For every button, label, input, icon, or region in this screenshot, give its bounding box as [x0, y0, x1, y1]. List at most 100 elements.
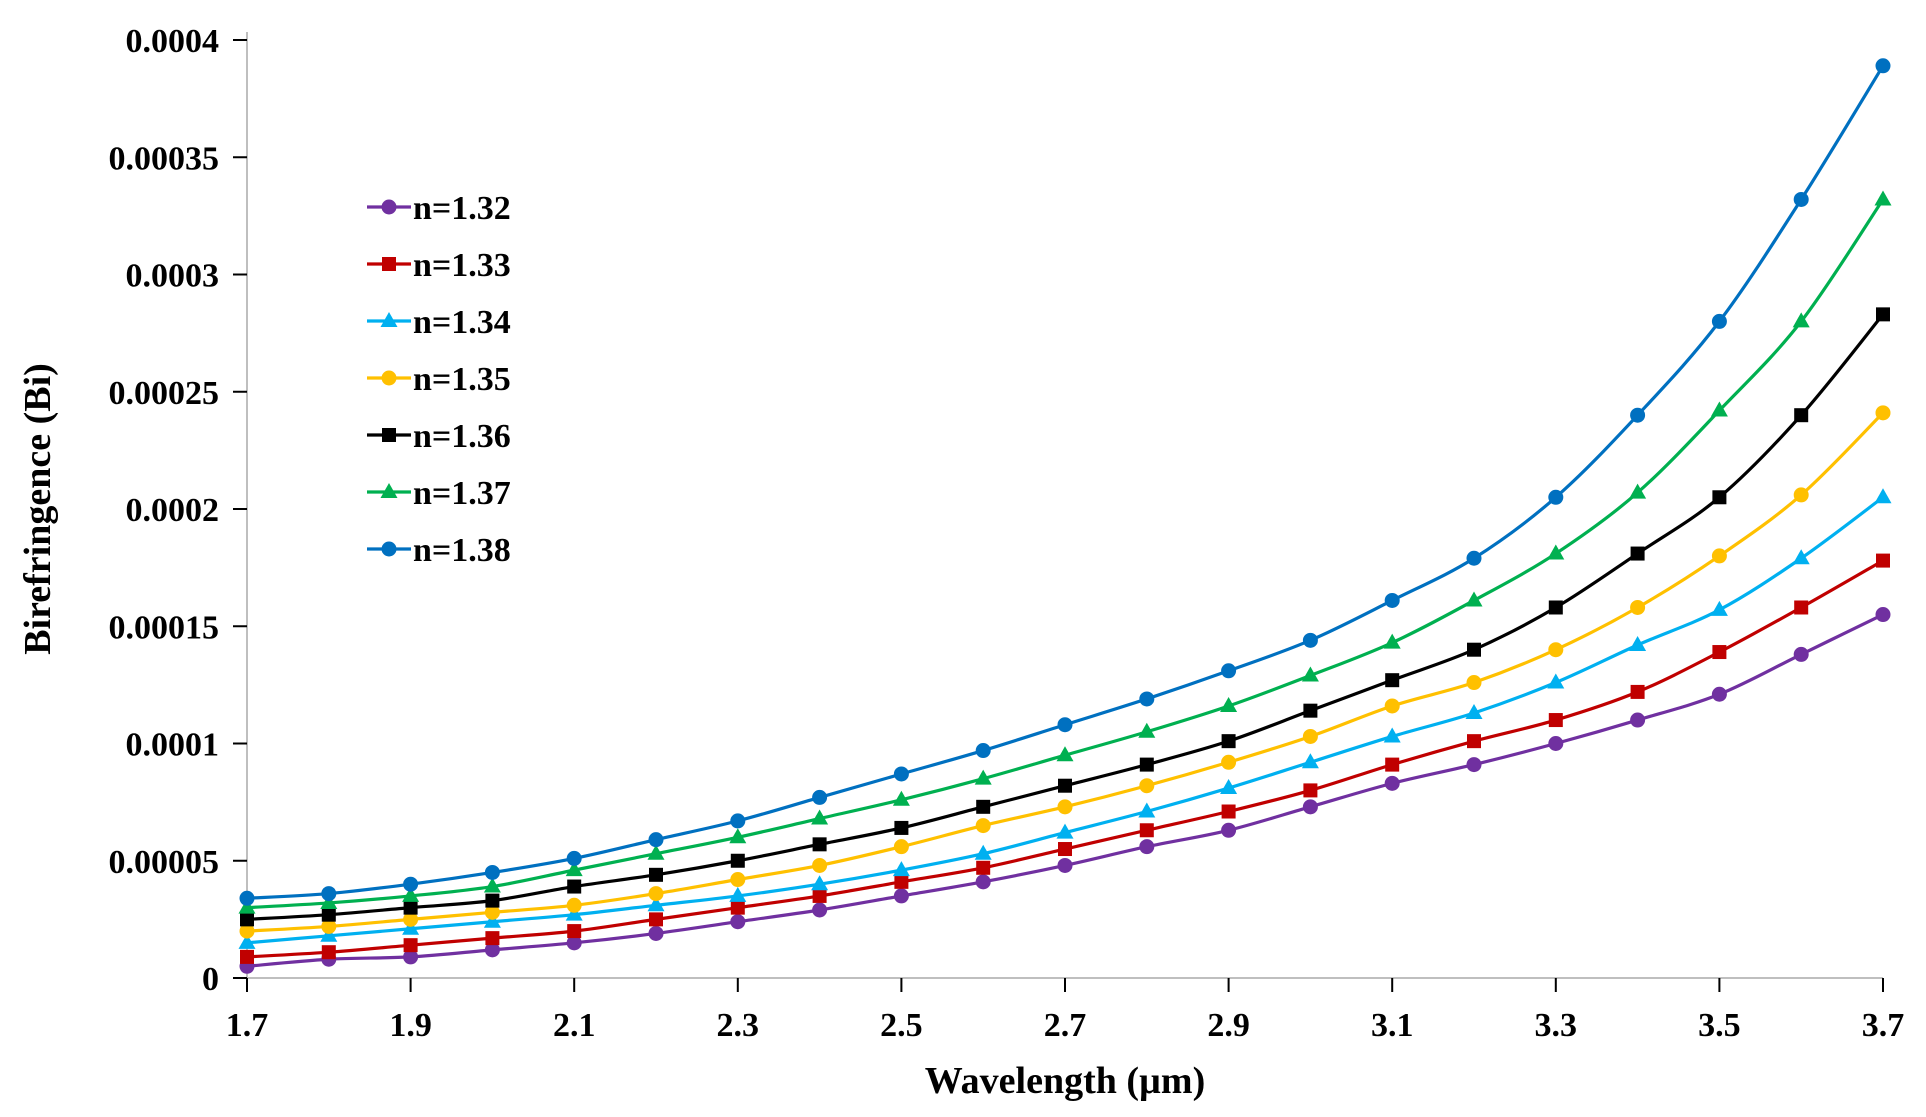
- data-point: [974, 769, 992, 785]
- data-point: [729, 886, 747, 902]
- data-point: [975, 818, 991, 834]
- data-point: [1139, 691, 1155, 707]
- data-point: [566, 850, 582, 866]
- data-point: [1139, 778, 1155, 794]
- data-point: [485, 931, 500, 946]
- data-point: [1220, 696, 1238, 712]
- data-point: [240, 949, 254, 964]
- x-tick-label: 2.1: [553, 1007, 596, 1044]
- data-point: [729, 828, 747, 844]
- data-point: [565, 905, 583, 921]
- data-point: [1138, 802, 1156, 818]
- data-point: [1466, 550, 1482, 566]
- y-tick-label: 0.0001: [126, 727, 220, 764]
- x-axis-title: Wavelength (µm): [925, 1060, 1205, 1102]
- data-point: [484, 942, 500, 958]
- data-point: [730, 813, 746, 829]
- data-point: [894, 820, 909, 835]
- data-point: [1384, 698, 1400, 714]
- data-point: [566, 897, 582, 913]
- data-point: [649, 912, 663, 927]
- data-point: [976, 799, 991, 814]
- x-tick-label: 2.7: [1044, 1007, 1087, 1044]
- data-point: [1467, 734, 1481, 749]
- data-point: [403, 949, 419, 965]
- y-tick-label: 0.00005: [109, 844, 220, 881]
- data-point: [1548, 489, 1564, 505]
- legend-marker: [380, 483, 398, 498]
- data-point: [483, 912, 501, 928]
- data-point: [1385, 673, 1400, 688]
- data-point: [974, 844, 992, 860]
- x-tick-label: 1.9: [389, 1007, 432, 1044]
- data-point: [321, 918, 337, 934]
- data-point: [320, 893, 338, 909]
- y-tick-label: 0.0003: [126, 258, 220, 295]
- data-point: [321, 907, 336, 922]
- legend-label: n=1.35: [413, 361, 511, 398]
- legend-item: n=1.35: [367, 361, 511, 398]
- data-point: [812, 888, 827, 903]
- data-point: [403, 938, 418, 953]
- data-point: [1057, 857, 1073, 873]
- data-point: [811, 875, 829, 891]
- legend-item: n=1.33: [367, 247, 511, 284]
- data-point: [812, 837, 827, 852]
- data-point: [1058, 842, 1072, 857]
- data-point: [1058, 778, 1072, 793]
- data-point: [1303, 783, 1318, 798]
- data-point: [1547, 544, 1565, 560]
- x-tick-label: 1.7: [226, 1007, 269, 1044]
- axes: 0 0.00005 0.0001 0.00015 0.0002 0.00025 0.0003…: [109, 23, 1905, 1044]
- data-point: [239, 890, 255, 906]
- data-point: [975, 874, 991, 890]
- data-point: [239, 923, 255, 939]
- data-point: [730, 853, 745, 868]
- data-point: [483, 877, 501, 893]
- data-point: [1548, 736, 1564, 751]
- data-point: [1876, 307, 1890, 322]
- y-tick-label: 0: [202, 961, 219, 998]
- legend-marker: [381, 199, 397, 215]
- data-point: [730, 914, 746, 930]
- legend-marker: [382, 257, 396, 271]
- data-point: [1874, 190, 1892, 206]
- data-point: [567, 879, 582, 894]
- data-point: [1629, 483, 1647, 499]
- data-point: [1875, 405, 1891, 421]
- data-point: [1385, 757, 1400, 772]
- legend-label: n=1.33: [413, 247, 511, 284]
- y-tick-label: 0.0004: [126, 23, 220, 60]
- data-point: [1139, 757, 1154, 772]
- data-point: [1792, 312, 1810, 328]
- data-point: [1710, 401, 1728, 417]
- data-point: [1139, 823, 1154, 838]
- data-point: [893, 839, 909, 855]
- legend-item: n=1.37: [367, 475, 511, 512]
- y-tick-label: 0.0002: [126, 492, 220, 529]
- data-point: [484, 864, 500, 880]
- legend-marker: [381, 370, 397, 386]
- data-point: [647, 844, 665, 860]
- data-point: [1221, 804, 1236, 819]
- data-point: [1302, 799, 1318, 815]
- legend-marker: [381, 541, 397, 557]
- data-point: [976, 860, 991, 875]
- data-point: [1548, 713, 1563, 728]
- x-tick-label: 3.1: [1371, 1007, 1414, 1044]
- data-point: [648, 886, 664, 902]
- x-tick-label: 3.7: [1862, 1007, 1905, 1044]
- data-point: [1630, 599, 1646, 615]
- data-point: [238, 898, 256, 914]
- data-point: [1876, 553, 1890, 568]
- data-point: [1057, 717, 1073, 733]
- series-n=1.35: [239, 405, 1891, 939]
- legend-item: n=1.36: [367, 418, 511, 455]
- legend-item: n=1.32: [367, 190, 511, 227]
- x-tick-label: 2.3: [717, 1007, 760, 1044]
- data-point: [1710, 600, 1728, 616]
- data-point: [648, 832, 664, 848]
- data-point: [1302, 728, 1318, 744]
- data-point: [1547, 673, 1565, 689]
